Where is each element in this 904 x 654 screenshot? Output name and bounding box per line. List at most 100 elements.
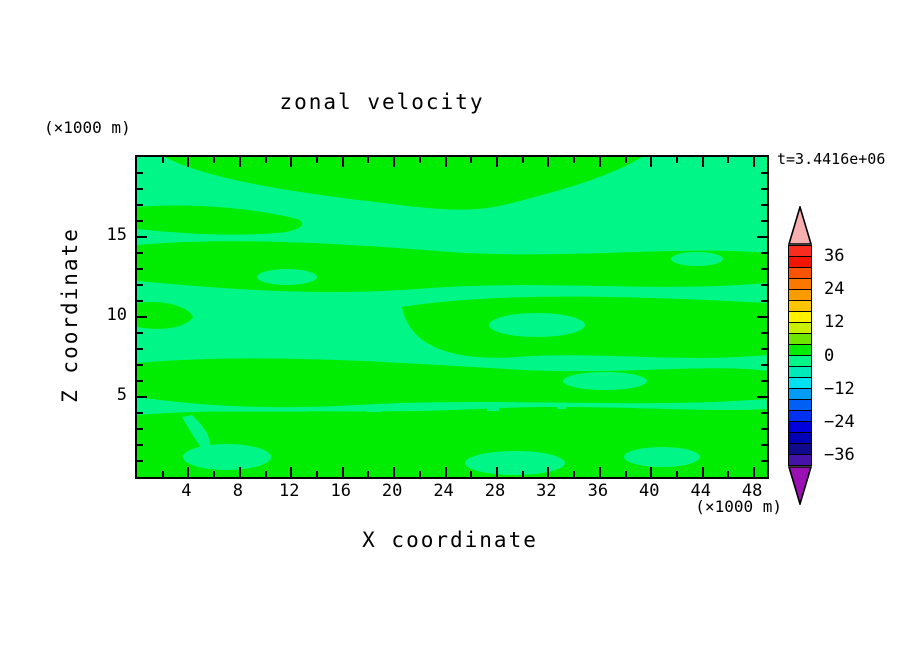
tick-mark [238, 467, 241, 477]
colorbar-over-arrow-icon [788, 206, 812, 245]
tick-mark [137, 412, 143, 414]
tick-mark [137, 444, 143, 446]
tick-mark [137, 268, 143, 270]
tick-mark [650, 467, 653, 477]
x-tick-label: 24 [433, 481, 454, 501]
tick-mark [187, 467, 190, 477]
x-tick-label: 8 [232, 481, 243, 501]
tick-mark [137, 396, 147, 398]
tick-mark [761, 252, 767, 254]
colorbar-scale [788, 245, 812, 466]
tick-mark [161, 157, 164, 163]
tick-mark [341, 157, 344, 167]
tick-mark [676, 157, 678, 163]
tick-mark [137, 300, 143, 302]
tick-mark [573, 471, 576, 477]
tick-mark [547, 157, 550, 167]
tick-mark [264, 157, 267, 163]
x-tick-label: 16 [330, 481, 351, 501]
tick-mark [496, 467, 498, 477]
tick-mark [761, 172, 767, 174]
tick-mark [137, 220, 143, 222]
y-tick-label: 10 [106, 305, 127, 325]
tick-mark [137, 284, 143, 286]
tick-mark [547, 467, 550, 477]
tick-mark [753, 157, 756, 167]
tick-mark [521, 471, 524, 477]
tick-mark [470, 157, 473, 163]
tick-mark [290, 157, 293, 167]
tick-mark [137, 348, 143, 350]
tick-mark [470, 471, 473, 477]
tick-mark [161, 471, 164, 477]
tick-mark [761, 348, 767, 350]
tick-mark [761, 220, 767, 222]
tick-mark [137, 380, 143, 382]
tick-mark [393, 157, 396, 167]
tick-mark [137, 364, 143, 366]
tick-mark [757, 396, 767, 398]
plot-title: zonal velocity [279, 90, 485, 114]
x-tick-label: 44 [690, 481, 711, 501]
tick-mark [727, 157, 730, 163]
colorbar-tick-label: 36 [824, 246, 845, 267]
tick-mark [701, 467, 704, 477]
tick-mark [137, 460, 143, 462]
tick-mark [761, 428, 767, 430]
tick-mark [393, 467, 396, 477]
tick-mark [444, 157, 447, 167]
x-tick-label: 48 [741, 481, 763, 501]
tick-mark [761, 188, 767, 190]
tick-mark [187, 157, 190, 167]
y-tick-label: 5 [116, 385, 127, 405]
tick-mark [137, 332, 143, 334]
x-tick-label: 40 [639, 481, 660, 501]
tick-mark [264, 471, 267, 477]
tick-mark [137, 428, 143, 430]
tick-mark [624, 157, 627, 163]
tick-mark [316, 157, 318, 163]
tick-mark [761, 300, 767, 302]
colorbar-segment [788, 454, 812, 466]
tick-mark [521, 157, 524, 163]
tick-mark [761, 332, 767, 334]
tick-mark [650, 157, 653, 167]
x-axis-title: X coordinate [362, 528, 538, 552]
tick-mark [761, 412, 767, 414]
x-tick-label: 4 [181, 481, 192, 501]
tick-mark [727, 471, 730, 477]
x-tick-label: 20 [381, 481, 403, 501]
tick-mark [213, 471, 216, 477]
tick-mark [761, 284, 767, 286]
tick-mark [367, 157, 370, 163]
tick-mark [757, 236, 767, 238]
x-tick-label: 12 [279, 481, 300, 501]
colorbar-tick-label: 0 [824, 345, 835, 366]
tick-mark [757, 316, 767, 318]
colorbar-tick-label: 24 [824, 279, 845, 300]
tick-mark [761, 444, 767, 446]
time-stamp-label: t=3.4416e+06 [777, 150, 886, 168]
tick-mark [418, 471, 421, 477]
tick-mark [341, 467, 344, 477]
tick-mark [137, 236, 147, 238]
x-tick-label: 36 [587, 481, 609, 501]
tick-mark [316, 471, 318, 477]
colorbar-tick-label: −36 [824, 444, 855, 465]
tick-mark [137, 252, 143, 254]
tick-mark [761, 460, 767, 462]
plot-frame [135, 155, 769, 479]
tick-mark [761, 364, 767, 366]
tick-mark [624, 471, 627, 477]
tick-mark [701, 157, 704, 167]
colorbar-tick-label: −24 [824, 411, 855, 432]
colorbar: 36 24 12 0 −12 −24 −36 [788, 206, 898, 511]
tick-mark [137, 204, 143, 206]
colorbar-under-arrow-icon [788, 466, 812, 505]
tick-mark [290, 467, 293, 477]
x-tick-label: 28 [484, 481, 506, 501]
tick-mark [496, 157, 498, 167]
tick-mark [444, 467, 447, 477]
tick-mark [573, 157, 576, 163]
